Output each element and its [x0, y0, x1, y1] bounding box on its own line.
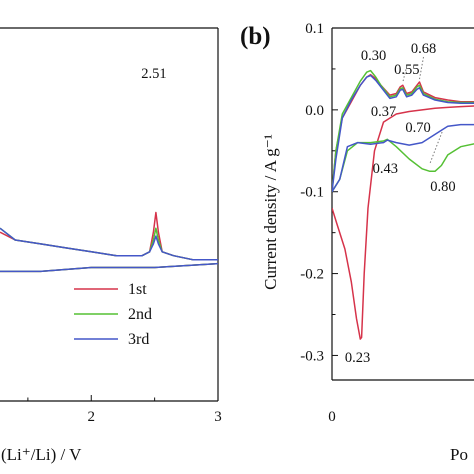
series-line-2nd-2: [332, 69, 474, 192]
x-tick-label: 2: [88, 409, 96, 425]
peak-leader-line: [402, 65, 408, 83]
series-line-3rd-1: [0, 227, 218, 261]
panel-b: 0.1 0.0 -0.1 -0.2 -0.3 0 Po Current density / A…: [261, 21, 474, 464]
series-line-1st-2: [332, 73, 474, 192]
x-tick-label: 3: [214, 409, 222, 425]
peak-label-0-70: 0.70: [405, 120, 430, 136]
peak-leader-line: [429, 131, 443, 164]
series-line-1st-1: [0, 211, 218, 261]
peak-label-0-80: 0.80: [430, 179, 455, 195]
legend-label-1st: 1st: [128, 281, 147, 298]
x-axis-title: (Li⁺/Li) / V: [1, 445, 82, 464]
y-tick-label: -0.3: [300, 348, 324, 364]
series-line-3rd-2: [0, 262, 218, 273]
series-group: [332, 69, 474, 340]
x-tick-label: 0: [328, 409, 336, 425]
y-tick-label: -0.1: [300, 185, 324, 201]
peak-label-0-43: 0.43: [373, 161, 398, 177]
y-tick-label: 0.0: [305, 103, 324, 119]
peak-label-0-68: 0.68: [411, 41, 436, 57]
panel-b-label: (b): [240, 23, 271, 50]
peak-leader-line: [419, 56, 425, 80]
legend-label-3rd: 3rd: [128, 331, 149, 348]
series-line-1st-1: [332, 105, 474, 340]
panel-a: 2 3 (Li⁺/Li) / V 2.51 1st 2nd 3rd: [0, 27, 222, 464]
series-group: [0, 211, 218, 273]
series-line-3rd-1: [332, 123, 474, 193]
x-axis-title: Po: [450, 445, 468, 464]
peak-label-0-23: 0.23: [345, 350, 370, 366]
peak-label-0-30: 0.30: [361, 48, 386, 64]
series-line-2nd-1: [332, 138, 474, 193]
y-tick-label: -0.2: [300, 267, 324, 283]
y-axis-title: Current density / A g⁻¹: [261, 134, 280, 290]
legend-label-2nd: 2nd: [128, 306, 152, 323]
legend: 1st 2nd 3rd: [74, 281, 152, 348]
peak-label-2-51: 2.51: [141, 66, 166, 82]
peak-label-0-55: 0.55: [394, 62, 419, 78]
y-tick-label: 0.1: [305, 21, 324, 37]
peak-label-0-37: 0.37: [371, 104, 396, 120]
series-line-3rd-2: [332, 74, 474, 192]
